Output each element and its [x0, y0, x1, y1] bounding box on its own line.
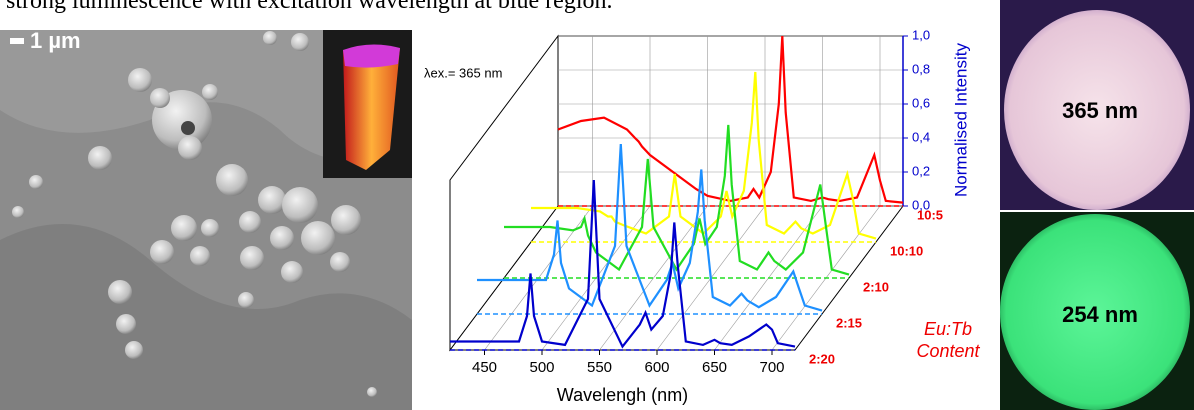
series-line [531, 71, 877, 240]
grid-line [599, 205, 708, 351]
y-tick-label: 0,2 [912, 163, 930, 178]
legend-label: 2:20 [809, 351, 835, 366]
x-tick-label: 600 [644, 359, 669, 376]
y-tick-label: 1,0 [912, 27, 930, 42]
legend-label: 2:10 [863, 279, 889, 294]
photos: 365 nm 254 nm [1000, 0, 1194, 410]
annotation: λex.= 365 nm [424, 65, 502, 80]
x-tick-label: 550 [587, 359, 612, 376]
depth-label: Eu:Tb [924, 319, 972, 339]
x-tick-label: 650 [702, 359, 727, 376]
scale-bar: 1 µm [30, 28, 81, 53]
y-tick-label: 0,0 [912, 197, 930, 212]
photo-label: 254 nm [1062, 302, 1138, 327]
legend-label: 10:5 [917, 207, 943, 222]
x-tick-label: 700 [759, 359, 784, 376]
y-axis-title: Normalised Intensity [951, 43, 970, 198]
x-tick-label: 450 [472, 359, 497, 376]
sem-image: 1 µm [0, 28, 412, 410]
series-line [504, 124, 850, 276]
photo-label: 365 nm [1062, 98, 1138, 123]
y-tick-label: 0,8 [912, 61, 930, 76]
legend-label: 2:15 [836, 315, 862, 330]
x-axis-title: Wavelengh (nm) [557, 385, 688, 405]
y-tick-label: 0,6 [912, 95, 930, 110]
series-line [477, 143, 823, 312]
series-line [450, 179, 796, 349]
x-tick-label: 500 [529, 359, 554, 376]
series-line [557, 35, 904, 204]
legend-label: 10:10 [890, 243, 923, 258]
depth-label: Content [916, 341, 980, 361]
caption-fragment: strong luminescence with excitation wave… [6, 0, 613, 14]
chart: 450 500 550 600 650 700 0,0 0,2 0,4 0,6 0,8 1,0 Norm… [424, 27, 981, 404]
y-tick-label: 0,4 [912, 129, 930, 144]
